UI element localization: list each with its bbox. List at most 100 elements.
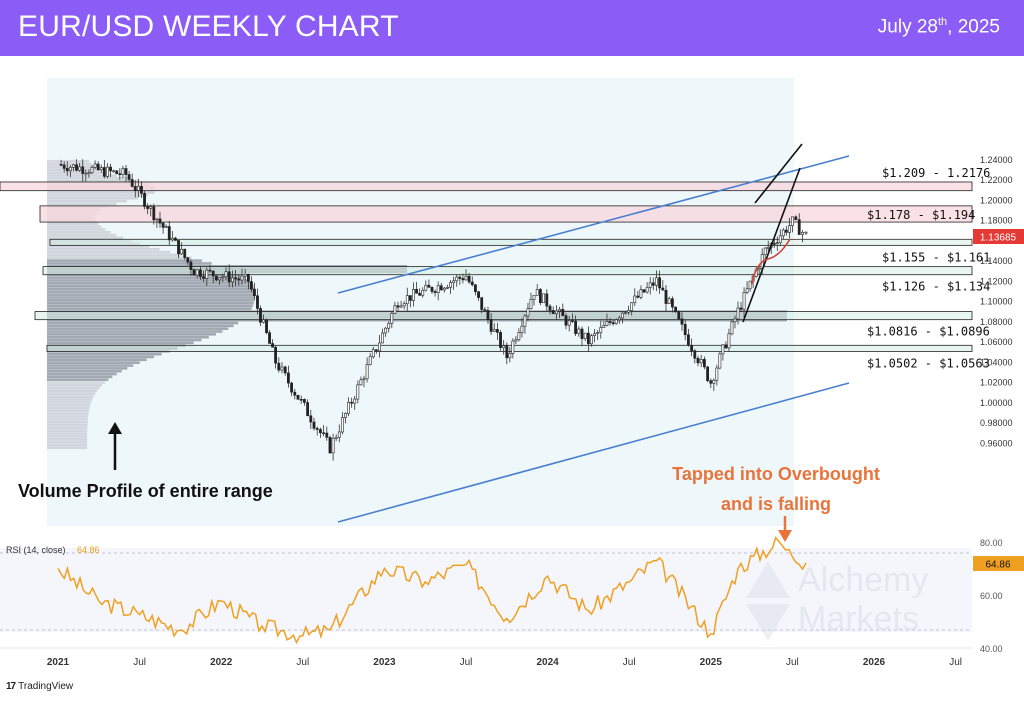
- candle-body: [639, 289, 643, 298]
- volume-profile-bar: [47, 361, 140, 364]
- alchemy-markets-watermark: Alchemy Markets: [746, 561, 928, 641]
- volume-profile-bar: [47, 318, 787, 322]
- candle-body: [68, 166, 72, 172]
- candle-body: [72, 164, 75, 168]
- time-tick-label: Jul: [949, 657, 962, 668]
- candle-body: [309, 415, 313, 423]
- volume-profile-bar: [47, 378, 109, 382]
- candle-body: [452, 280, 456, 283]
- candle-body: [371, 349, 375, 357]
- price-tick-label: 1.20000: [980, 195, 1013, 205]
- candle-body: [250, 281, 253, 290]
- candle-body: [702, 359, 706, 368]
- candle-body: [538, 289, 542, 304]
- lower-channel-trendline[interactable]: [337, 382, 850, 523]
- candle-body: [567, 320, 571, 326]
- candle-body: [627, 310, 630, 313]
- candle-body: [772, 243, 776, 245]
- volume-profile-bar: [47, 432, 88, 435]
- rsi-label: RSI (14, close): [6, 545, 66, 555]
- candle-body: [170, 237, 174, 241]
- candle-body: [396, 305, 400, 308]
- zone-label: $1.126 - $1.134: [882, 280, 990, 294]
- candle-body: [124, 168, 128, 175]
- volume-profile-bar: [47, 230, 111, 234]
- volume-profile-bar: [47, 296, 255, 299]
- time-axis[interactable]: 2021 Jul 2022 Jul 2023 Jul 2024 Jul 2025 Jul 2026 J…: [47, 657, 962, 668]
- price-axis[interactable]: 1.240001.220001.200001.180001.160001.140…: [980, 155, 1013, 449]
- price-tick-label: 0.96000: [980, 438, 1013, 448]
- moving-average-line: [751, 238, 791, 285]
- candle-body: [483, 309, 487, 311]
- price-tick-label: 1.12000: [980, 276, 1013, 286]
- candle-body: [161, 222, 165, 228]
- overbought-annotation-line1: Tapped into Overbought: [672, 464, 880, 484]
- candle-body: [115, 170, 119, 175]
- wedge-lower-line[interactable]: [742, 167, 801, 323]
- candle-body: [75, 164, 78, 171]
- candle-body: [718, 353, 722, 369]
- volume-profile-bar: [47, 364, 134, 367]
- volume-profile-bar: [47, 177, 128, 180]
- volume-profile-bar: [47, 179, 139, 183]
- candle-body: [381, 332, 384, 344]
- candle-body: [693, 350, 697, 359]
- candle-body: [683, 323, 687, 336]
- candle-body: [359, 379, 363, 386]
- zone-labels: $1.209 - 1.2176 $1.178 - $1.194 $1.155 - $…: [867, 166, 990, 370]
- candle-body: [636, 295, 640, 298]
- candle-body: [766, 246, 770, 249]
- candle-body: [268, 332, 271, 344]
- alchemy-logo-icon: [746, 561, 790, 598]
- zone-support[interactable]: [49, 238, 973, 246]
- volume-profile-bar: [47, 443, 88, 447]
- candle-body: [508, 353, 512, 359]
- candle-body: [645, 287, 649, 293]
- volume-profile-bar: [47, 228, 106, 231]
- wedge-upper-line[interactable]: [754, 143, 803, 204]
- price-chart[interactable]: $1.209 - 1.2176 $1.178 - $1.194 $1.155 - $…: [0, 56, 1024, 681]
- candle-body: [402, 303, 406, 307]
- volume-profile-bar: [47, 301, 254, 305]
- candle-body: [362, 378, 366, 381]
- volume-profile-bar: [47, 426, 88, 430]
- candle-body: [259, 308, 262, 323]
- candle-body: [215, 275, 218, 281]
- volume-profile-bar: [47, 290, 256, 294]
- volume-profile-bar: [47, 358, 147, 362]
- candle-body: [492, 329, 496, 332]
- volume-profile-bar: [47, 250, 171, 254]
- candle-body: [474, 284, 477, 292]
- time-tick-label: Jul: [786, 657, 799, 668]
- candle-body: [583, 332, 587, 339]
- upper-channel-trendline[interactable]: [337, 155, 850, 294]
- zone-support[interactable]: [34, 311, 973, 321]
- volume-profile-bar: [47, 174, 118, 177]
- zone-resistance[interactable]: [0, 181, 973, 192]
- candle-body: [127, 174, 131, 180]
- price-tick-label: 1.24000: [980, 155, 1013, 165]
- watermark-line2: Markets: [798, 600, 919, 638]
- volume-profile-bar: [47, 225, 102, 228]
- candle-body: [337, 431, 341, 438]
- candle-body: [690, 344, 694, 352]
- volume-profile-bar: [47, 381, 105, 384]
- candle-body: [155, 218, 159, 221]
- candle-body: [757, 267, 761, 271]
- candle-body: [415, 288, 418, 294]
- candle-body: [790, 216, 794, 226]
- candle-body: [96, 163, 100, 171]
- zone-label: $1.0502 - $1.0563: [867, 356, 990, 370]
- candle-body: [427, 284, 431, 288]
- volume-profile-bar: [47, 282, 252, 285]
- candle-body: [347, 401, 350, 414]
- candle-body: [109, 166, 112, 172]
- candle-body: [293, 391, 297, 396]
- candle-body: [674, 306, 678, 312]
- zone-support[interactable]: [42, 266, 973, 276]
- zone-resistance[interactable]: [39, 205, 973, 223]
- candle-body: [721, 344, 725, 355]
- candle-body: [611, 322, 615, 325]
- candle-body: [271, 343, 274, 348]
